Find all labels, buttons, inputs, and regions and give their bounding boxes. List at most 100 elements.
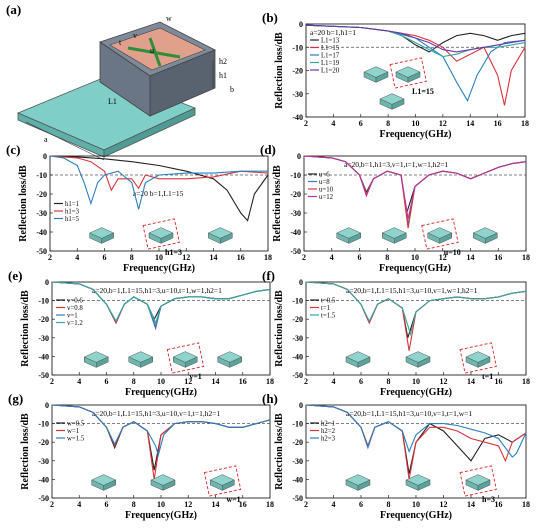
- x-tick-label-c: 10: [155, 253, 163, 262]
- y-tick-label-h: -50: [292, 494, 303, 503]
- cross-bar-vertical: [148, 37, 162, 67]
- y-axis-label-c: Reflection loss/dB: [18, 165, 29, 242]
- selected-frame-f: [459, 342, 497, 374]
- y-axis-label-d: Reflection loss/dB: [272, 165, 283, 242]
- unit-cell-thumb-g-right: [222, 479, 235, 491]
- x-tick-label-e: 16: [239, 377, 247, 386]
- legend-label-g: w=1: [67, 428, 79, 435]
- selected-frame-c: [142, 218, 180, 250]
- parameter-header-g: a=20,b=1,L1=15,h1=3,u=10,v=1,t=1,h2=1: [92, 409, 220, 418]
- series-line-c-0: [49, 155, 269, 222]
- x-axis-label-e: Frequency(GHz): [125, 387, 197, 398]
- x-tick-label-d: 14: [467, 253, 475, 262]
- x-tick-label-e: 8: [132, 377, 136, 386]
- x-tick-label-g: 18: [266, 500, 274, 509]
- legend-label-c: h1=5: [65, 216, 80, 223]
- x-tick-label-c: 4: [75, 253, 79, 262]
- unit-cell-thumb-f: [345, 351, 371, 368]
- series-line-d-3: [303, 155, 527, 219]
- parameter-header-h: a=20,b=1,L1=15,h1=3,u=10,v=1,t=1,w=1: [346, 409, 472, 418]
- y-tick-label-b: -20: [292, 67, 303, 76]
- unit-cell-thumb-f: [405, 351, 431, 368]
- selected-label-c: h1=3: [165, 248, 182, 257]
- unit-cell-thumb-b: [363, 66, 389, 83]
- legend-label-g: w=0.5: [67, 421, 85, 428]
- x-tick-label-g: 10: [157, 500, 165, 509]
- x-tick-label-h: 18: [522, 500, 530, 509]
- y-tick-label-g: -50: [38, 494, 49, 503]
- unit-cell-thumb-h: [405, 474, 431, 491]
- legend-label-h: h2=1: [321, 421, 335, 428]
- x-tick-label-g: 4: [77, 500, 81, 509]
- x-tick-label-f: 8: [387, 377, 391, 386]
- chart-g: (g) 2 4 6 8 10 12 14 16 18 0 -10 -20 -30 -40 -50 Frequen…: [8, 391, 274, 521]
- panel-letter-b: (b): [262, 10, 278, 25]
- unit-cell-thumb-h: [465, 474, 491, 491]
- legend-label-e: v=0.8: [67, 305, 83, 312]
- x-tick-label-c: 14: [210, 253, 218, 262]
- label-a: a: [44, 135, 48, 144]
- y-tick-label-g: -30: [38, 457, 49, 466]
- charts-layer: (b) 2 4 6 8 10 12 14 16 18 0 -10 -20 -30 -40 Frequency(…: [6, 10, 530, 521]
- x-tick-label-c: 18: [264, 253, 272, 262]
- unit-cell-thumb-g: [209, 474, 235, 491]
- chart-h: (h) 2 4 6 8 10 12 14 16 18 0 -10 -20 -30 -40 -50 Frequen…: [262, 391, 530, 521]
- legend-label-f: t=1.5: [321, 313, 336, 320]
- x-tick-label-f: 18: [522, 377, 530, 386]
- y-tick-label-g: 0: [45, 401, 49, 410]
- y-tick-label-e: 0: [45, 278, 49, 287]
- series-line-b-4: [305, 24, 526, 53]
- legend-label-c: h1=1: [65, 201, 79, 208]
- unit-cell-thumb-g-right: [103, 479, 116, 491]
- x-tick-label-g: 2: [50, 500, 54, 509]
- selected-label-f: t=1: [482, 372, 493, 381]
- x-tick-label-e: 12: [184, 377, 192, 386]
- unit-cell-thumb-d: [472, 227, 498, 244]
- y-tick-label-d: 0: [297, 152, 301, 161]
- y-tick-label-f: -10: [292, 297, 303, 306]
- y-tick-label-b: -30: [292, 90, 303, 99]
- y-tick-label-b: -10: [292, 43, 303, 52]
- x-tick-label-b: 6: [359, 119, 363, 128]
- unit-cell-thumb-c: [207, 227, 233, 244]
- unit-cell-thumb-h: [345, 474, 371, 491]
- x-tick-label-g: 14: [212, 500, 220, 509]
- x-tick-label-d: 6: [358, 253, 362, 262]
- legend-label-c: h1=3: [65, 209, 80, 216]
- legend-label-e: v=0.6: [67, 298, 83, 305]
- unit-cell-thumb-f-right: [477, 356, 491, 368]
- x-axis-label-h: Frequency(GHz): [380, 510, 452, 521]
- base-plate-right: [103, 107, 196, 158]
- unit-cell-thumb-e-right: [229, 356, 242, 368]
- x-tick-label-b: 2: [304, 119, 308, 128]
- y-tick-label-e: -10: [38, 297, 49, 306]
- unit-cell-thumb-h-right: [417, 479, 431, 491]
- x-tick-label-b: 16: [494, 119, 502, 128]
- unit-cell-thumb-e-right: [96, 356, 109, 368]
- x-axis-label-d: Frequency(GHz): [379, 263, 451, 274]
- x-tick-label-f: 16: [495, 377, 503, 386]
- unit-cell-thumb-f: [465, 351, 491, 368]
- legend-label-d: u=12: [319, 194, 334, 201]
- x-tick-label-b: 12: [439, 119, 447, 128]
- y-axis-label-e: Reflection loss/dB: [20, 290, 31, 367]
- y-tick-label-d: -50: [290, 247, 301, 256]
- y-tick-label-d: -40: [290, 228, 301, 237]
- x-tick-label-b: 4: [331, 119, 335, 128]
- panel-letter-h: (h): [262, 391, 278, 406]
- parameter-header-e: a=20,b=1,L1=15,h1=3,u=10,t=1,w=1,h2=1: [92, 286, 222, 295]
- x-axis-label-f: Frequency(GHz): [380, 387, 452, 398]
- panel-letter-c: (c): [6, 142, 20, 157]
- label-u: u: [150, 46, 154, 55]
- x-tick-label-h: 10: [412, 500, 420, 509]
- unit-cell-thumb-b: [395, 66, 421, 83]
- x-tick-label-g: 12: [184, 500, 192, 509]
- y-tick-label-h: -40: [292, 475, 303, 484]
- selected-frame-g: [203, 465, 242, 497]
- x-tick-label-b: 10: [412, 119, 420, 128]
- legend-label-g: w=1.5: [67, 436, 85, 443]
- unit-cell-thumb-c-right: [220, 232, 233, 244]
- panel-letter-d: (d): [260, 142, 276, 157]
- chart-c: (c) 2 4 6 8 10 12 14 16 18 0 -10 -20 -30 -40 -50 Frequen…: [6, 142, 272, 274]
